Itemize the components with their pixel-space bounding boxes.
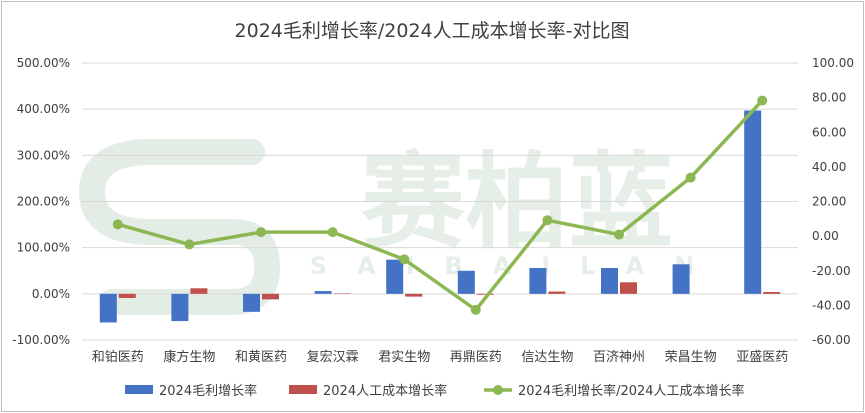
right-tick-label: 80.00 (812, 91, 846, 105)
left-tick-label: 500.00% (17, 56, 70, 70)
bar-gross-profit (243, 293, 260, 312)
legend-marker (493, 385, 503, 395)
bar-gross-profit (529, 267, 547, 294)
right-tick-label: 20.00 (812, 195, 846, 209)
ratio-point (327, 227, 338, 238)
bar-gross-profit (457, 270, 475, 294)
ratio-point (470, 304, 481, 315)
left-tick-label: -100.00% (12, 333, 70, 347)
right-tick-label: -60.00 (812, 333, 851, 347)
bar-labor-cost (190, 288, 208, 294)
right-tick-label: 100.00 (812, 56, 854, 70)
line-series (112, 95, 768, 315)
bar-labor-cost (620, 282, 637, 294)
left-axis-ticks: -100.00% 0.00% 100.00% 200.00% 300.00% 400.00… (12, 56, 70, 347)
ratio-point (614, 229, 624, 240)
bar-series (99, 110, 781, 323)
left-tick-label: 200.00% (17, 195, 70, 209)
bar-gross-profit (744, 110, 762, 294)
right-tick-label: 60.00 (812, 125, 846, 139)
right-tick-label: 0.00 (812, 229, 839, 243)
left-tick-label: 300.00% (17, 148, 70, 162)
legend: 2024毛利增长率 2024人工成本增长率 2024毛利增长率/2024人工成本增长… (125, 383, 745, 399)
right-axis-ticks: -60.00 -40.00 -20.00 0.00 20.00 40.00 60.00 80.… (812, 56, 854, 347)
category-label: 复宏汉霖 (307, 350, 359, 365)
category-label: 信达生物 (521, 350, 573, 365)
ratio-point (685, 172, 696, 183)
left-tick-label: 0.00% (32, 287, 70, 301)
bar-gross-profit (386, 259, 404, 294)
bar-gross-profit (314, 291, 332, 294)
legend-label: 2024人工成本增长率 (323, 383, 447, 399)
bar-gross-profit (99, 293, 117, 323)
legend-swatch (289, 385, 317, 394)
left-tick-label: 400.00% (17, 102, 70, 116)
category-label: 和铂医药 (92, 349, 144, 365)
ratio-point (256, 227, 266, 238)
category-label: 和黄医药 (235, 350, 287, 365)
category-labels: 和铂医药 康方生物 和黄医药 复宏汉霖 君实生物 再鼎医药 信达生物 百济神州 荣昌生物 亚盛医药 (92, 349, 788, 365)
category-label: 亚盛医药 (736, 350, 788, 365)
bar-labor-cost (262, 293, 279, 300)
bar-gross-profit (601, 267, 618, 294)
legend-swatch (125, 385, 153, 394)
legend-label: 2024毛利增长率/2024人工成本增长率 (518, 383, 745, 399)
category-label: 荣昌生物 (665, 350, 717, 365)
category-label: 君实生物 (378, 350, 430, 365)
bar-labor-cost (405, 293, 423, 297)
bar-gross-profit (672, 264, 690, 294)
bar-gross-profit (171, 293, 189, 322)
ratio-point (112, 219, 123, 230)
ratio-point (757, 95, 768, 106)
left-tick-label: 100.00% (17, 241, 70, 255)
bar-labor-cost (476, 293, 494, 295)
ratio-point (399, 254, 410, 265)
ratio-point (184, 239, 195, 250)
right-tick-label: 40.00 (812, 160, 846, 174)
right-tick-label: -20.00 (812, 264, 851, 278)
ratio-point (542, 215, 553, 226)
category-label: 康方生物 (163, 349, 215, 365)
chart-title: 2024毛利增长率/2024人工成本增长率-对比图 (235, 20, 630, 42)
ratio-line (117, 99, 764, 312)
category-label: 百济神州 (593, 350, 645, 365)
bar-labor-cost (763, 291, 781, 294)
legend-label: 2024毛利增长率 (159, 383, 257, 399)
bar-labor-cost (118, 293, 136, 298)
bar-labor-cost (548, 291, 566, 294)
right-tick-label: -40.00 (812, 298, 851, 312)
category-label: 再鼎医药 (450, 350, 502, 365)
